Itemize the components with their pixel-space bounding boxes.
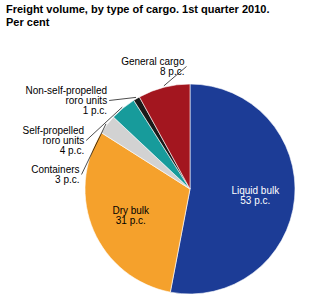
svg-text:General cargo8 p.c.: General cargo8 p.c. [121,56,185,77]
svg-text:Non-self-propelledroro units1: Non-self-propelledroro units1 p.c. [25,85,107,116]
html-text:Freight volume, by type of car: Freight volume, by type of cargo. 1st qu… [6,3,270,15]
html-text:Per cent: Per cent [6,16,50,28]
svg-text:Liquid bulk53 p.c.: Liquid bulk53 p.c. [231,185,280,206]
svg-text:Self-propelledroro units4 p.c.: Self-propelledroro units4 p.c. [22,125,84,156]
svg-text:Containers3 p.c.: Containers3 p.c. [31,164,79,185]
svg-text:Dry bulk31 p.c.: Dry bulk31 p.c. [112,205,150,226]
